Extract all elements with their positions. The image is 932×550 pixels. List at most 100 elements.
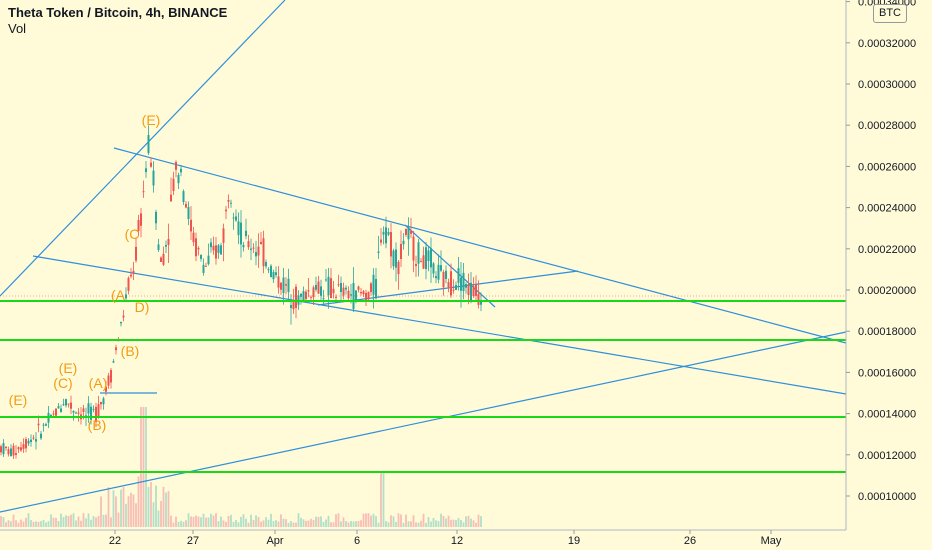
volume-bar xyxy=(317,516,320,527)
volume-bar xyxy=(252,519,255,527)
candle-body xyxy=(375,278,377,299)
volume-bar xyxy=(22,521,25,527)
candle-body xyxy=(20,447,22,451)
volume-bar xyxy=(162,486,165,527)
candle-body xyxy=(255,252,257,257)
volume-bar xyxy=(230,514,232,527)
volume-bar xyxy=(265,517,267,527)
volume-bar xyxy=(102,514,105,527)
wave-label: (E) xyxy=(142,112,161,128)
volume-bar xyxy=(245,518,247,527)
candle-body xyxy=(457,268,460,283)
candle-body xyxy=(130,274,132,277)
volume-bar xyxy=(152,502,155,527)
volume-bar xyxy=(360,520,362,527)
volume-bar xyxy=(15,520,17,527)
volume-bar xyxy=(195,515,197,527)
volume-bar xyxy=(165,492,167,527)
candle-body xyxy=(170,194,172,202)
candle-body xyxy=(102,398,105,405)
volume-bar xyxy=(160,500,162,527)
candle-body xyxy=(70,402,72,409)
volume-bar xyxy=(445,518,447,527)
candle-body xyxy=(475,284,477,296)
candle-body xyxy=(62,404,65,406)
volume-bar xyxy=(150,482,152,527)
candle-body xyxy=(200,254,202,259)
volume-bar xyxy=(460,520,462,527)
candle-body xyxy=(25,438,27,449)
volume-bar xyxy=(80,520,82,527)
volume-bar xyxy=(215,513,217,527)
y-tick-label: 0.00028000 xyxy=(858,120,916,132)
candle-layer xyxy=(0,125,482,459)
candle-body xyxy=(27,440,30,444)
price-axis-panel xyxy=(846,0,932,550)
volume-bar xyxy=(335,514,337,527)
volume-bar xyxy=(257,517,260,527)
candle-body xyxy=(205,265,207,267)
candle-body xyxy=(420,261,422,263)
candle-body xyxy=(17,447,20,450)
volume-bar xyxy=(415,522,417,527)
candle-body xyxy=(265,261,267,267)
candle-body xyxy=(305,291,307,300)
volume-bar xyxy=(120,489,122,527)
volume-bar xyxy=(250,514,252,527)
candle-body xyxy=(77,412,80,414)
candle-body xyxy=(335,296,337,298)
candle-body xyxy=(380,239,382,243)
volume-bar xyxy=(12,514,15,527)
x-tick-label: 22 xyxy=(109,535,121,547)
candle-body xyxy=(135,246,137,261)
candle-body xyxy=(442,272,445,288)
volume-bar xyxy=(470,518,472,527)
volume-bar xyxy=(287,522,290,527)
volume-bar xyxy=(447,515,450,527)
volume-bar xyxy=(142,407,145,527)
candle-body xyxy=(157,244,160,250)
y-tick-label: 0.00010000 xyxy=(858,491,916,503)
candle-body xyxy=(312,287,315,298)
candle-body xyxy=(325,279,327,281)
candle-body xyxy=(137,220,140,231)
x-tick-label: 12 xyxy=(451,535,463,547)
volume-bar xyxy=(17,522,20,527)
candle-body xyxy=(377,251,380,253)
candle-body xyxy=(175,161,177,170)
candle-body xyxy=(162,253,165,265)
volume-bar xyxy=(332,522,335,527)
candle-body xyxy=(52,413,55,415)
volume-bar xyxy=(190,516,192,527)
candle-body xyxy=(72,410,75,413)
volume-bar xyxy=(442,515,445,527)
candle-body xyxy=(367,291,370,300)
volume-bar xyxy=(405,514,407,527)
candle-body xyxy=(432,263,435,274)
volume-bar xyxy=(440,513,442,527)
volume-bar xyxy=(372,513,375,527)
candle-body xyxy=(190,219,192,232)
candle-body xyxy=(165,244,167,247)
volume-bar xyxy=(182,521,185,527)
candle-body xyxy=(352,283,355,310)
volume-bar xyxy=(32,521,35,527)
volume-bar xyxy=(295,522,297,527)
candle-body xyxy=(147,135,150,154)
volume-bar xyxy=(285,519,287,527)
currency-button[interactable]: BTC xyxy=(873,4,907,23)
candle-body xyxy=(417,242,420,264)
candle-body xyxy=(405,228,407,235)
wave-label: (C xyxy=(125,226,140,242)
candle-body xyxy=(372,274,375,295)
candle-body xyxy=(2,443,5,455)
candle-body xyxy=(322,298,325,300)
candle-body xyxy=(350,294,352,296)
volume-bar xyxy=(95,517,97,527)
volume-bar xyxy=(365,513,367,527)
candle-body xyxy=(142,191,145,193)
candle-body xyxy=(410,231,412,234)
volume-bar xyxy=(200,517,202,527)
